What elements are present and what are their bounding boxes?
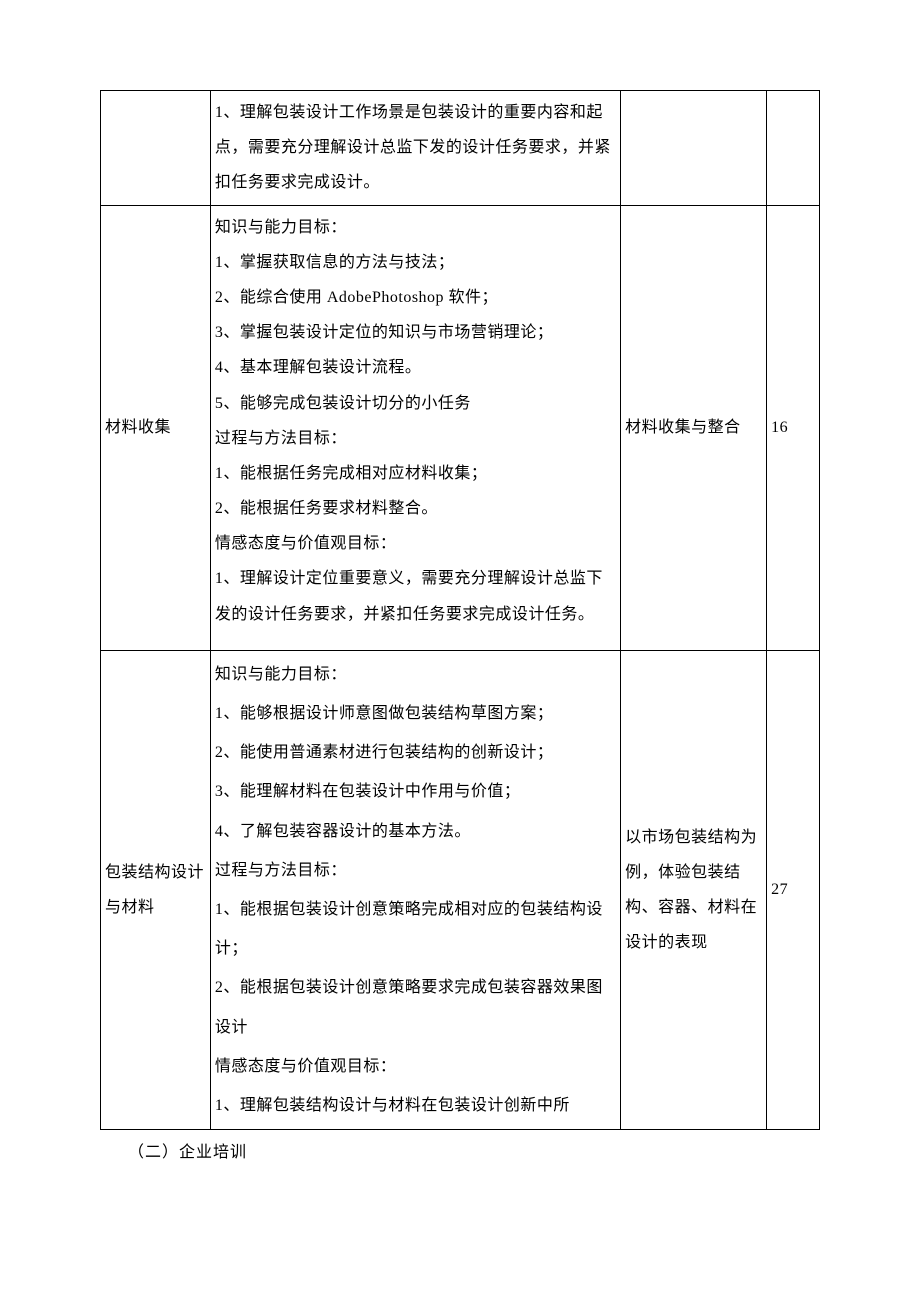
cell-text: 以市场包装结构为例，体验包装结构、容器、材料在设计的表现 bbox=[621, 816, 766, 965]
cell-text: 知识与能力目标：1、能够根据设计师意图做包装结构草图方案；2、能使用普通素材进行… bbox=[211, 651, 620, 1129]
cell-hours: 27 bbox=[767, 650, 820, 1129]
cell-content: 以市场包装结构为例，体验包装结构、容器、材料在设计的表现 bbox=[621, 650, 767, 1129]
cell-text bbox=[767, 144, 819, 152]
cell-text bbox=[621, 144, 766, 152]
cell-content bbox=[621, 91, 767, 206]
cell-text bbox=[101, 144, 210, 152]
cell-text: 知识与能力目标：1、掌握获取信息的方法与技法；2、能综合使用 AdobePhot… bbox=[211, 206, 620, 650]
table-row: 包装结构设计与材料 知识与能力目标：1、能够根据设计师意图做包装结构草图方案；2… bbox=[101, 650, 820, 1129]
cell-objectives: 知识与能力目标：1、掌握获取信息的方法与技法；2、能综合使用 AdobePhot… bbox=[210, 205, 620, 650]
cell-text: 材料收集与整合 bbox=[621, 406, 766, 449]
cell-topic: 包装结构设计与材料 bbox=[101, 650, 211, 1129]
cell-text: 材料收集 bbox=[101, 406, 210, 449]
cell-topic bbox=[101, 91, 211, 206]
cell-text: 16 bbox=[767, 406, 819, 449]
cell-objectives: 知识与能力目标：1、能够根据设计师意图做包装结构草图方案；2、能使用普通素材进行… bbox=[210, 650, 620, 1129]
table-row: 1、理解包装设计工作场景是包装设计的重要内容和起点，需要充分理解设计总监下发的设… bbox=[101, 91, 820, 206]
cell-text: 包装结构设计与材料 bbox=[101, 851, 210, 929]
cell-text: 1、理解包装设计工作场景是包装设计的重要内容和起点，需要充分理解设计总监下发的设… bbox=[211, 91, 620, 205]
table-row: 材料收集 知识与能力目标：1、掌握获取信息的方法与技法；2、能综合使用 Adob… bbox=[101, 205, 820, 650]
document-page: 1、理解包装设计工作场景是包装设计的重要内容和起点，需要充分理解设计总监下发的设… bbox=[0, 0, 920, 1202]
cell-objectives: 1、理解包装设计工作场景是包装设计的重要内容和起点，需要充分理解设计总监下发的设… bbox=[210, 91, 620, 206]
cell-topic: 材料收集 bbox=[101, 205, 211, 650]
section-heading: （二）企业培训 bbox=[100, 1138, 820, 1162]
cell-text: 27 bbox=[767, 868, 819, 911]
cell-hours bbox=[767, 91, 820, 206]
cell-hours: 16 bbox=[767, 205, 820, 650]
course-table: 1、理解包装设计工作场景是包装设计的重要内容和起点，需要充分理解设计总监下发的设… bbox=[100, 90, 820, 1130]
cell-content: 材料收集与整合 bbox=[621, 205, 767, 650]
